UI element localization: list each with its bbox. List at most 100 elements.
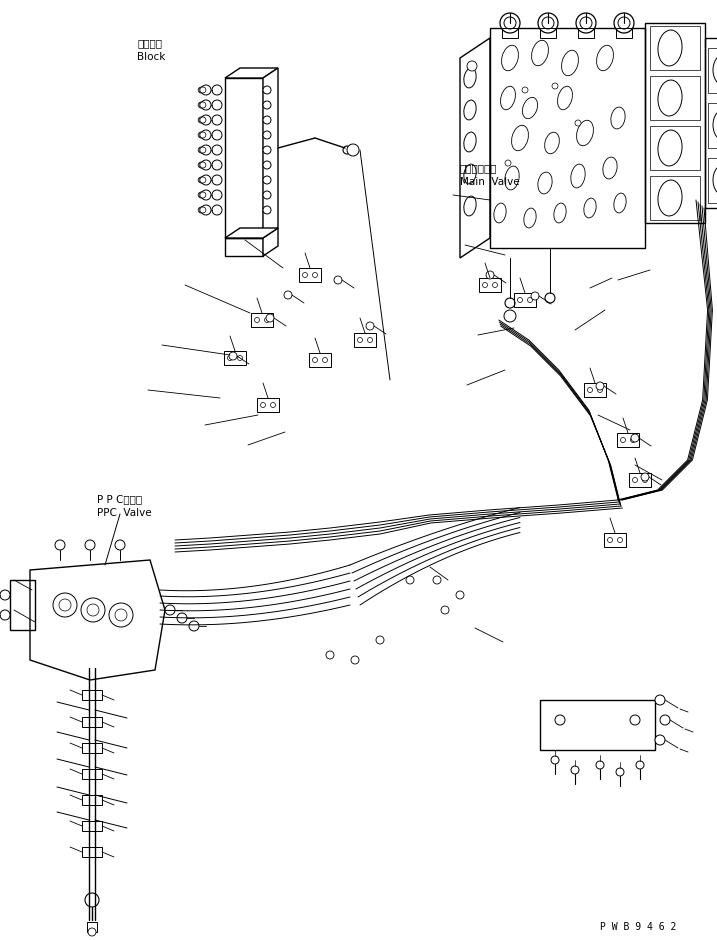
- Circle shape: [199, 177, 205, 183]
- Circle shape: [505, 160, 511, 166]
- Polygon shape: [225, 228, 278, 238]
- Circle shape: [630, 715, 640, 725]
- Polygon shape: [460, 38, 490, 258]
- Circle shape: [313, 273, 318, 277]
- Circle shape: [198, 117, 204, 123]
- Circle shape: [177, 613, 187, 623]
- Circle shape: [467, 61, 477, 71]
- Bar: [225, 78, 263, 238]
- Bar: [650, 126, 700, 170]
- Bar: [224, 351, 246, 365]
- Circle shape: [237, 355, 242, 361]
- Circle shape: [199, 162, 205, 168]
- Circle shape: [303, 273, 308, 277]
- Ellipse shape: [597, 45, 614, 70]
- Circle shape: [200, 192, 206, 198]
- Bar: [82, 769, 102, 779]
- Circle shape: [323, 357, 328, 363]
- Ellipse shape: [502, 45, 518, 70]
- Circle shape: [212, 175, 222, 185]
- Circle shape: [200, 132, 206, 138]
- Circle shape: [631, 434, 639, 442]
- Bar: [82, 847, 102, 857]
- Circle shape: [263, 116, 271, 124]
- Ellipse shape: [464, 100, 476, 120]
- Circle shape: [201, 85, 211, 95]
- Circle shape: [505, 298, 515, 308]
- Circle shape: [200, 147, 206, 153]
- Polygon shape: [263, 228, 278, 256]
- Circle shape: [201, 160, 211, 170]
- Circle shape: [266, 314, 274, 322]
- Bar: [604, 533, 626, 547]
- Circle shape: [552, 83, 558, 89]
- Circle shape: [542, 17, 554, 29]
- Text: Main  Valve: Main Valve: [460, 177, 520, 187]
- Circle shape: [614, 13, 634, 33]
- Circle shape: [88, 928, 96, 936]
- Ellipse shape: [571, 164, 585, 188]
- Circle shape: [199, 87, 205, 93]
- Bar: [257, 398, 279, 412]
- Bar: [309, 353, 331, 367]
- Circle shape: [212, 145, 222, 155]
- Circle shape: [596, 382, 604, 390]
- Bar: [225, 238, 263, 256]
- Circle shape: [212, 100, 222, 110]
- Circle shape: [456, 591, 464, 599]
- Bar: [578, 28, 594, 38]
- Circle shape: [376, 636, 384, 644]
- Bar: [82, 717, 102, 727]
- Ellipse shape: [531, 40, 549, 66]
- Ellipse shape: [576, 120, 594, 146]
- Bar: [299, 268, 321, 282]
- Ellipse shape: [713, 165, 717, 195]
- Circle shape: [59, 599, 71, 611]
- Circle shape: [538, 13, 558, 33]
- Text: ブロック: ブロック: [137, 38, 162, 48]
- Ellipse shape: [611, 107, 625, 129]
- Ellipse shape: [523, 98, 538, 118]
- Ellipse shape: [658, 80, 682, 116]
- Ellipse shape: [603, 157, 617, 179]
- Circle shape: [198, 162, 204, 168]
- Ellipse shape: [658, 180, 682, 216]
- Circle shape: [263, 161, 271, 169]
- Bar: [87, 922, 97, 932]
- Circle shape: [433, 576, 441, 584]
- Circle shape: [493, 283, 498, 288]
- Ellipse shape: [538, 172, 552, 194]
- Bar: [616, 28, 632, 38]
- Circle shape: [313, 357, 318, 363]
- Bar: [514, 293, 536, 307]
- Text: メインバルブ: メインバルブ: [460, 163, 498, 173]
- Circle shape: [85, 540, 95, 550]
- Text: P W B 9 4 6 2: P W B 9 4 6 2: [600, 922, 676, 932]
- Circle shape: [284, 291, 292, 299]
- Circle shape: [201, 115, 211, 125]
- Circle shape: [347, 144, 359, 156]
- Circle shape: [260, 402, 265, 408]
- Circle shape: [201, 205, 211, 215]
- Circle shape: [201, 130, 211, 140]
- Circle shape: [518, 297, 523, 303]
- Bar: [708, 103, 717, 148]
- Bar: [540, 28, 556, 38]
- Bar: [645, 23, 705, 223]
- Circle shape: [85, 893, 99, 907]
- Circle shape: [528, 297, 533, 303]
- Bar: [82, 743, 102, 753]
- Circle shape: [227, 355, 232, 361]
- Circle shape: [571, 766, 579, 774]
- Text: P P Cバルブ: P P Cバルブ: [97, 494, 142, 504]
- Circle shape: [636, 761, 644, 769]
- Circle shape: [199, 192, 205, 198]
- Circle shape: [358, 337, 363, 342]
- Circle shape: [587, 387, 592, 393]
- Circle shape: [198, 132, 204, 138]
- Circle shape: [531, 292, 539, 300]
- Circle shape: [343, 146, 351, 154]
- Circle shape: [265, 318, 270, 322]
- Circle shape: [366, 322, 374, 330]
- Circle shape: [212, 190, 222, 200]
